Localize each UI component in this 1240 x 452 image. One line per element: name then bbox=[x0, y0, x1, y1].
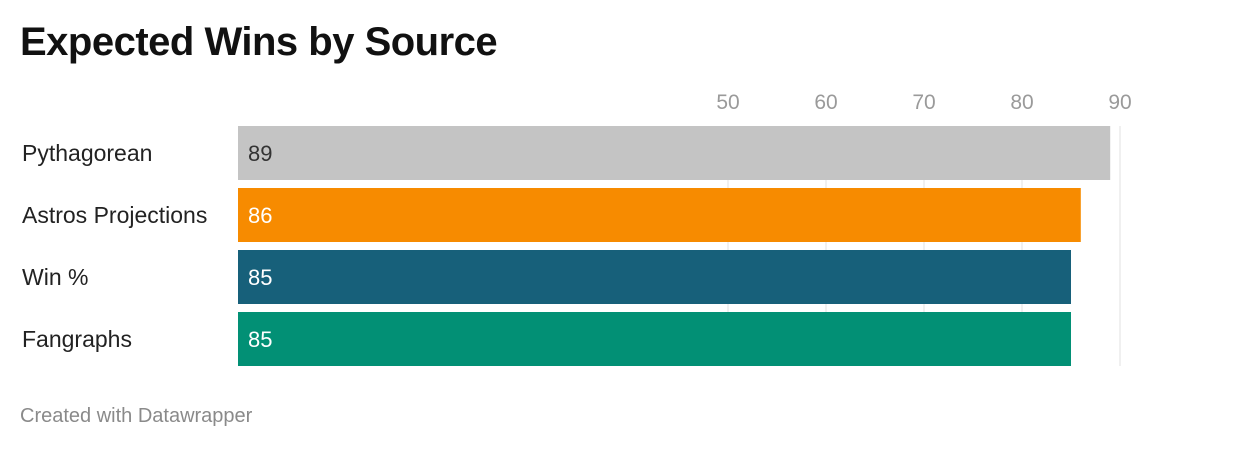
x-tick-label: 60 bbox=[814, 91, 837, 114]
bars bbox=[238, 126, 1111, 366]
chart-title: Expected Wins by Source bbox=[20, 20, 498, 64]
credit-footer: Created with Datawrapper bbox=[20, 405, 253, 427]
value-label: 89 bbox=[248, 141, 272, 166]
x-tick-label: 90 bbox=[1108, 91, 1131, 114]
bar bbox=[238, 188, 1081, 242]
x-axis-ticks: 50 60 70 80 90 bbox=[716, 91, 1131, 114]
value-label: 85 bbox=[248, 265, 272, 290]
bar bbox=[238, 250, 1071, 304]
bar bbox=[238, 126, 1111, 180]
bar bbox=[238, 312, 1071, 366]
value-label: 85 bbox=[248, 327, 272, 352]
value-labels: 89 86 85 85 bbox=[248, 141, 272, 352]
value-label: 86 bbox=[248, 203, 272, 228]
category-labels: Pythagorean Astros Projections Win % Fangra… bbox=[22, 140, 207, 352]
x-tick-label: 80 bbox=[1010, 91, 1033, 114]
x-tick-label: 50 bbox=[716, 91, 739, 114]
category-label: Fangraphs bbox=[22, 326, 132, 352]
category-label: Astros Projections bbox=[22, 202, 207, 228]
category-label: Win % bbox=[22, 264, 88, 290]
category-label: Pythagorean bbox=[22, 140, 152, 166]
x-tick-label: 70 bbox=[912, 91, 935, 114]
